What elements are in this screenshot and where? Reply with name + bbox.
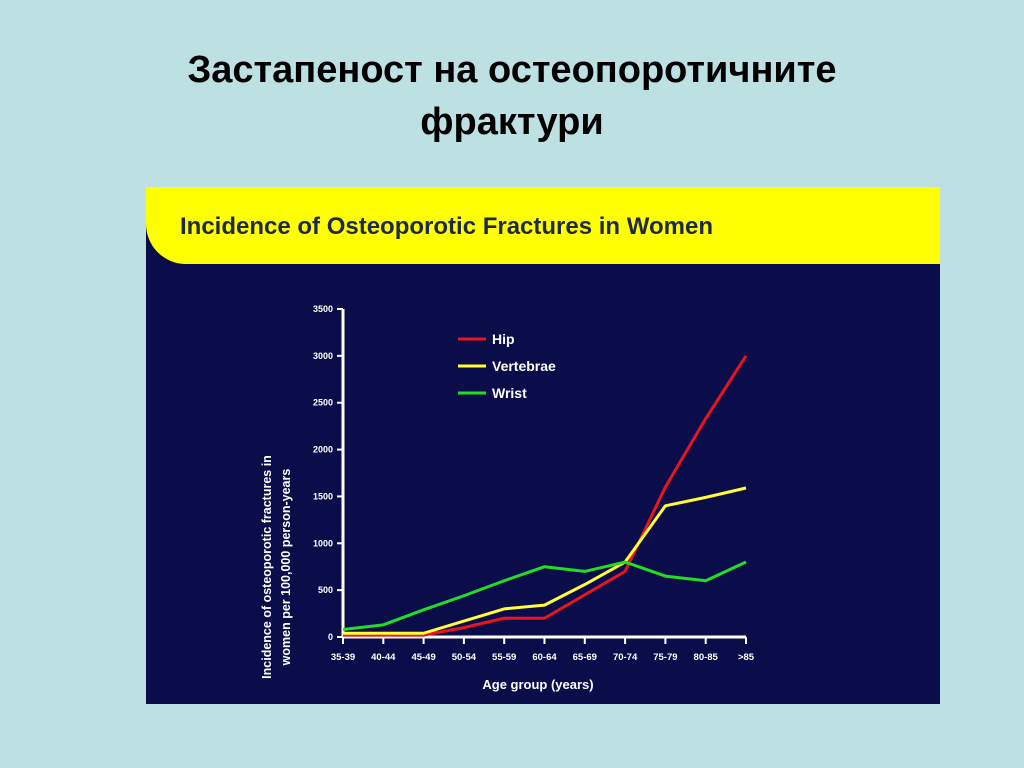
slide-title-line1: Застапеност на остеопоротичните	[187, 49, 837, 91]
legend: Hip Vertebrae Wrist	[458, 331, 556, 401]
series-lines	[342, 355, 748, 637]
x-tick-label: 40-44	[371, 652, 396, 663]
y-tick-label: 500	[318, 585, 333, 595]
y-tick-label: 2000	[313, 445, 333, 455]
y-tick-label: 1500	[313, 491, 333, 501]
series-line-vertebrae	[343, 486, 747, 635]
slide-title: Застапеност на остеопоротичните фрактури	[0, 44, 1024, 148]
axes: 0 500 1000 1500 2000 2500 3000 3500 35-39 40-44 45…	[313, 304, 755, 663]
y-tick-label: 0	[328, 632, 333, 642]
x-axis-label: Age group (years)	[482, 677, 593, 692]
y-tick-label: 1000	[313, 538, 333, 548]
y-tick-label: 3000	[313, 351, 333, 361]
x-tick-label: 70-74	[613, 652, 638, 663]
x-tick-label: 50-54	[452, 652, 477, 663]
legend-label-wrist: Wrist	[492, 385, 527, 401]
y-tick-label: 3500	[313, 304, 333, 314]
y-axis-label-line2: women per 100,000 person-years	[279, 469, 293, 667]
y-tick-label: 2500	[313, 398, 333, 408]
line-chart: 0 500 1000 1500 2000 2500 3000 3500 35-39 40-44 45…	[260, 304, 755, 692]
legend-label-hip: Hip	[492, 331, 515, 347]
legend-label-vertebrae: Vertebrae	[492, 358, 556, 374]
y-axis-label-line1: Incidence of osteoporotic fractures in	[260, 455, 274, 679]
series-line-wrist	[342, 560, 747, 631]
x-tick-label: 35-39	[331, 652, 355, 663]
x-tick-label: 80-85	[694, 652, 719, 663]
series-line-hip	[343, 355, 748, 637]
x-tick-label: 45-49	[411, 652, 435, 663]
x-tick-label: 60-64	[532, 652, 557, 663]
x-tick-label: 55-59	[492, 652, 516, 663]
chart-title-banner: Incidence of Osteoporotic Fractures in W…	[146, 187, 940, 264]
y-axis-label: Incidence of osteoporotic fractures in w…	[260, 455, 293, 679]
chart-panel: Incidence of Osteoporotic Fractures in W…	[146, 187, 940, 704]
chart-title: Incidence of Osteoporotic Fractures in W…	[180, 213, 713, 240]
slide-title-line2: фрактури	[420, 101, 604, 143]
x-tick-label: 75-79	[653, 652, 677, 663]
x-tick-label: >85	[738, 652, 755, 663]
x-tick-label: 65-69	[573, 652, 597, 663]
